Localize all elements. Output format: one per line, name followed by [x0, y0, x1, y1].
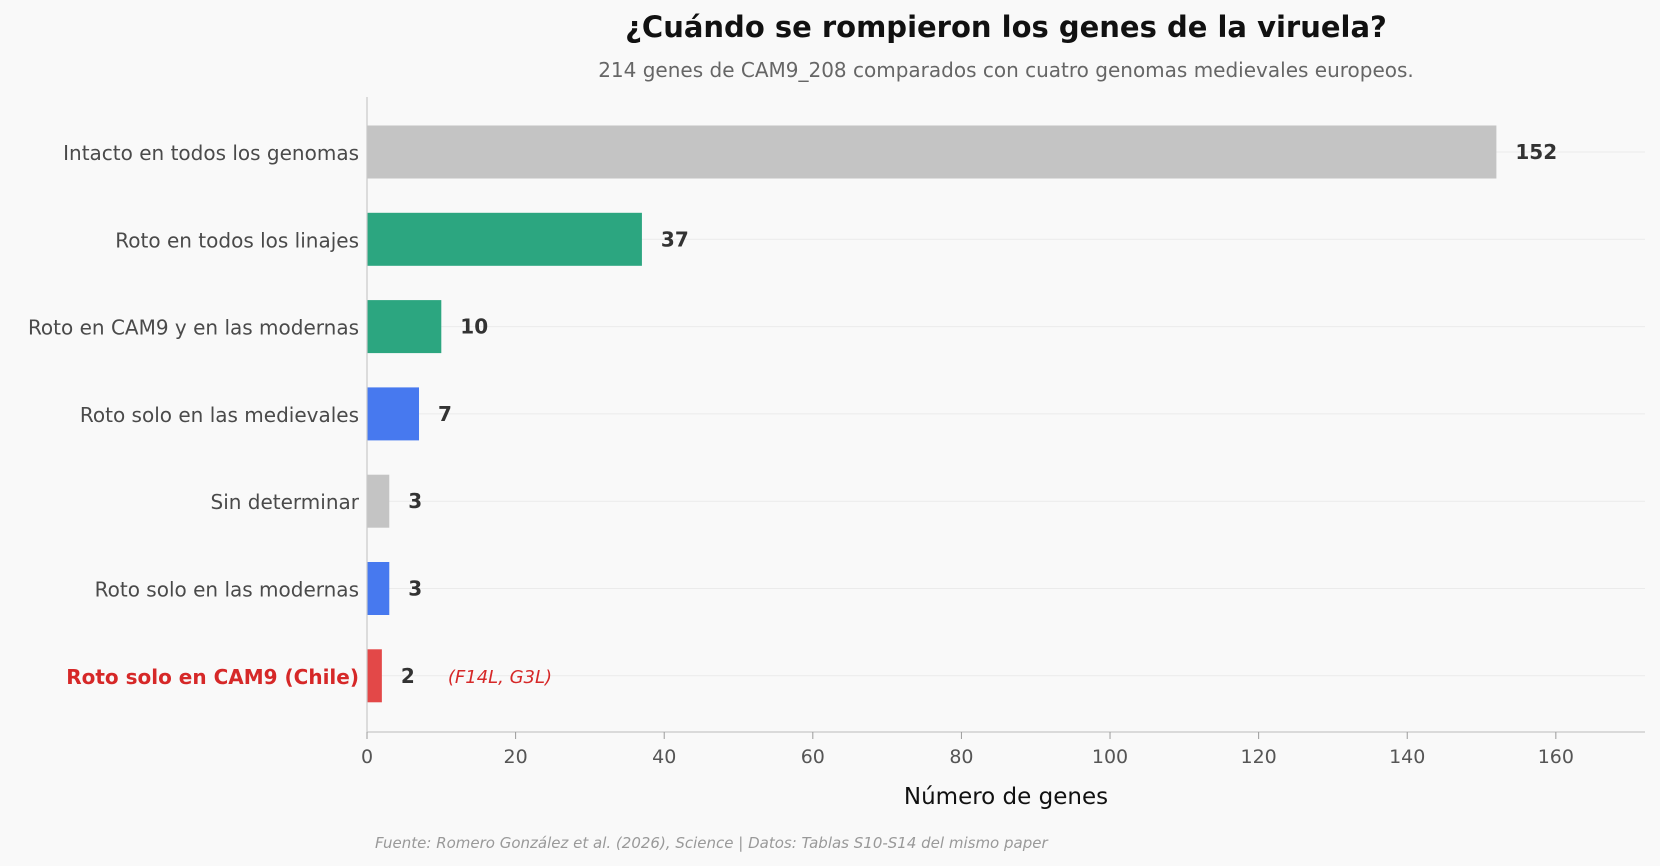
- bar: [367, 474, 390, 528]
- bar: [367, 212, 642, 266]
- bar-value-label: 152: [1515, 140, 1557, 164]
- bar-value-label: 2: [401, 664, 415, 688]
- category-label: Roto solo en las modernas: [95, 578, 359, 602]
- bar-value-label: 7: [438, 402, 452, 426]
- category-label: Sin determinar: [211, 490, 360, 514]
- category-label: Intacto en todos los genomas: [63, 141, 359, 165]
- x-tick-label: 100: [1092, 746, 1128, 768]
- chart-title: ¿Cuándo se rompieron los genes de la vir…: [625, 10, 1387, 44]
- x-tick-label: 160: [1538, 746, 1574, 768]
- x-tick-label: 20: [504, 746, 528, 768]
- chart-subtitle: 214 genes de CAM9_208 comparados con cua…: [598, 58, 1414, 82]
- x-tick-label: 120: [1240, 746, 1276, 768]
- category-label: Roto solo en las medievales: [80, 403, 359, 427]
- x-tick-label: 60: [801, 746, 825, 768]
- x-axis-label: Número de genes: [904, 784, 1108, 810]
- bar: [367, 125, 1497, 179]
- x-tick-label: 80: [949, 746, 973, 768]
- category-label: Roto en CAM9 y en las modernas: [28, 316, 359, 340]
- bar-value-label: 3: [408, 577, 422, 601]
- bar: [367, 387, 420, 441]
- bar: [367, 300, 442, 354]
- bar: [367, 649, 382, 703]
- bar: [367, 562, 390, 615]
- category-label: Roto solo en CAM9 (Chile): [66, 665, 359, 689]
- x-tick-label: 40: [652, 746, 676, 768]
- bar-value-label: 3: [408, 489, 422, 513]
- x-tick-label: 140: [1389, 746, 1425, 768]
- bar-value-label: 10: [460, 315, 488, 339]
- source-note: Fuente: Romero González et al. (2026), S…: [375, 834, 1048, 852]
- category-label: Roto en todos los linajes: [115, 228, 359, 252]
- annotation: (F14L, G3L): [448, 667, 552, 688]
- bar-value-label: 37: [661, 227, 689, 251]
- x-tick-label: 0: [361, 746, 373, 768]
